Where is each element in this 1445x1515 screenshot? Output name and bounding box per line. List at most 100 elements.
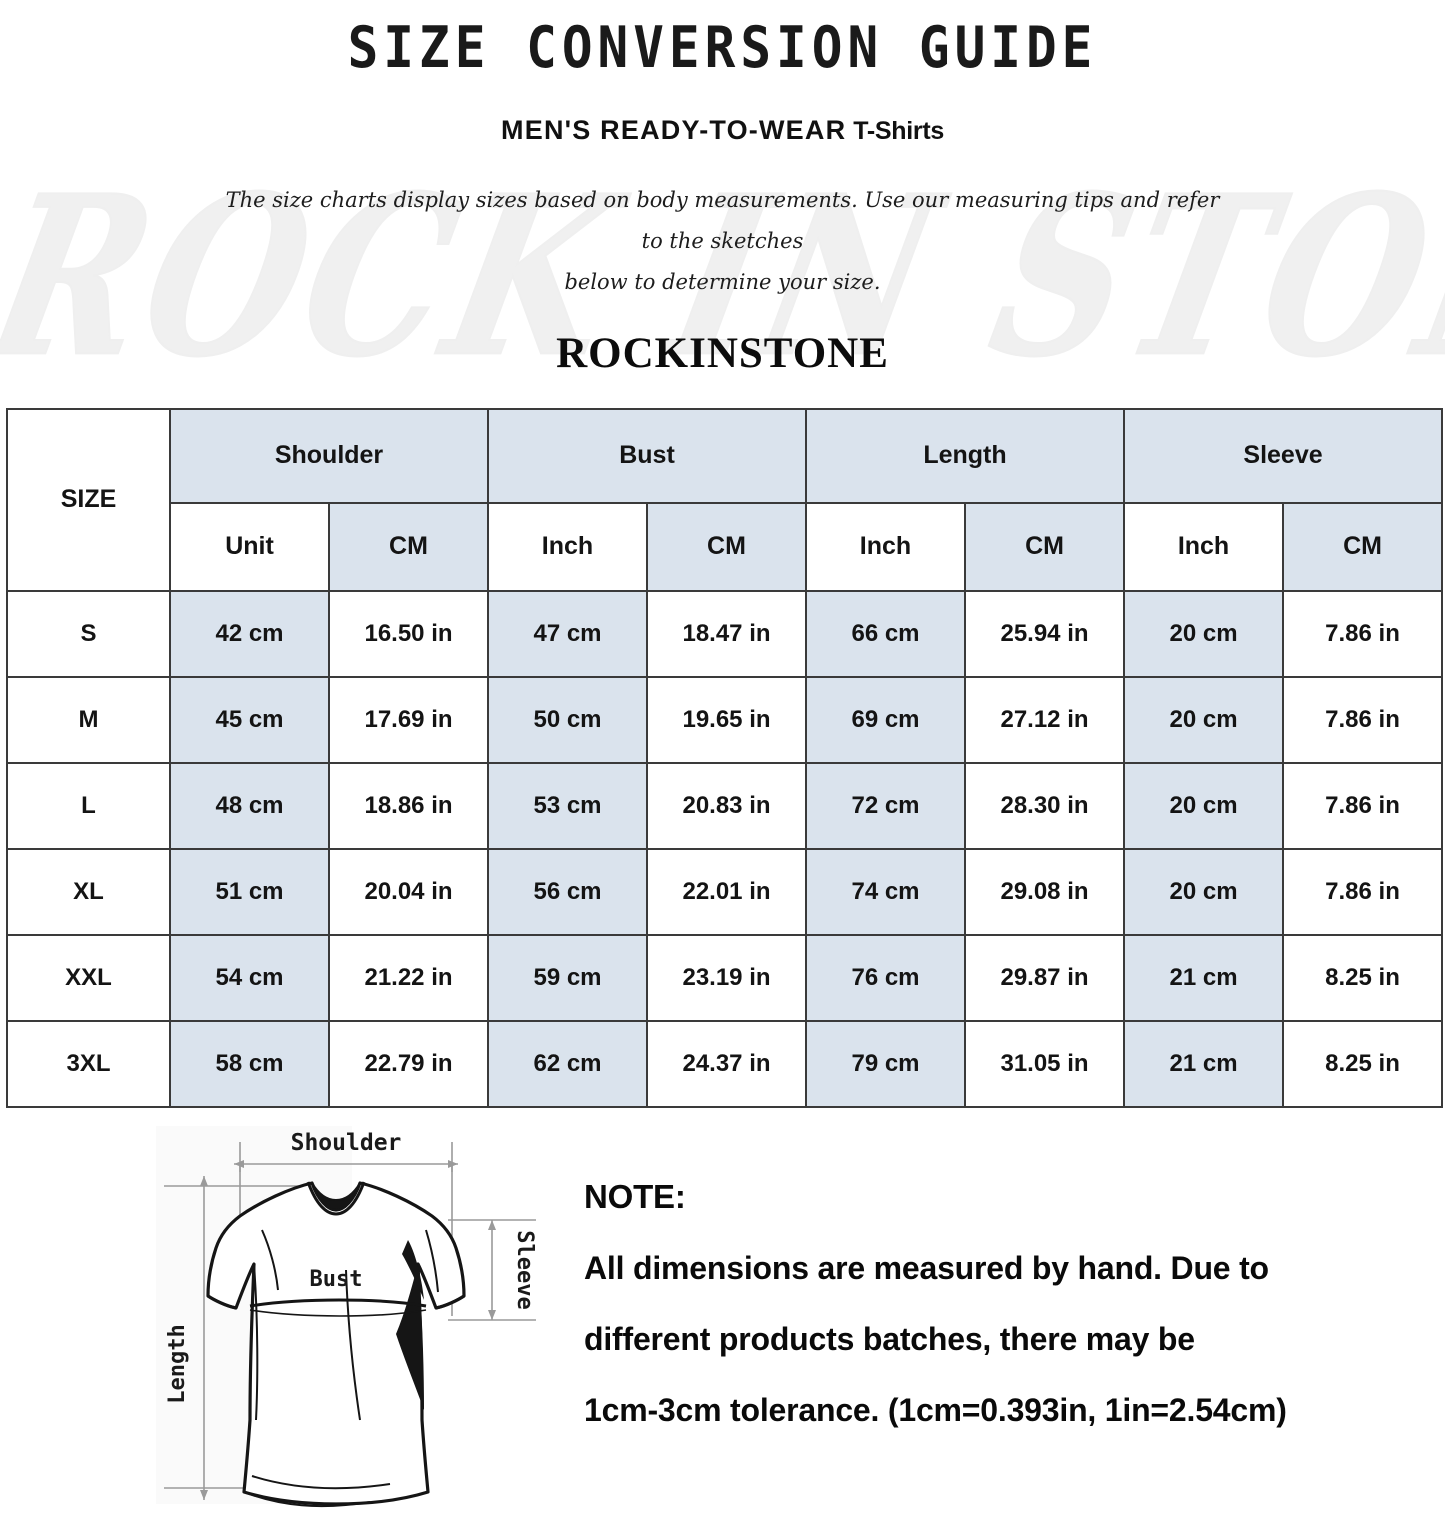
note-line-3: 1cm-3cm tolerance. (1cm=0.393in, 1in=2.5…	[584, 1391, 1287, 1428]
cell-bust-inch: 18.47 in	[646, 589, 807, 678]
cell-shoulder-cm: 42 cm	[169, 589, 330, 678]
cell-bust-inch: 22.01 in	[646, 847, 807, 936]
cell-sleeve-inch: 8.25 in	[1282, 933, 1444, 1022]
header-length-cm: CM	[963, 501, 1126, 592]
cell-size: S	[6, 589, 171, 678]
cell-shoulder-cm: 51 cm	[169, 847, 330, 936]
cell-length-inch: 29.87 in	[963, 933, 1126, 1022]
header-group-length: Length	[804, 407, 1126, 504]
cell-shoulder-inch: 22.79 in	[328, 1019, 489, 1108]
intro-line-2: below to determine your size.	[564, 269, 881, 294]
header-unit-label: Unit	[169, 501, 330, 592]
table-row: M 45 cm 17.69 in 50 cm 19.65 in 69 cm 27.12 in…	[6, 675, 1444, 764]
header-group-bust: Bust	[487, 407, 807, 504]
cell-sleeve-cm: 20 cm	[1123, 675, 1285, 764]
header-sleeve-cm: CM	[1282, 501, 1444, 592]
tshirt-measurement-diagram: Shoulder Bust Length Sleeve	[140, 1120, 560, 1515]
table-body: S 42 cm 16.50 in 47 cm 18.47 in 66 cm 25.94 in…	[6, 589, 1444, 1108]
tshirt-collar	[311, 1182, 361, 1211]
cell-size: XXL	[6, 933, 171, 1022]
header-bust-cm: CM	[646, 501, 807, 592]
cell-bust-inch: 24.37 in	[646, 1019, 807, 1108]
cell-size: L	[6, 761, 171, 850]
page-title: SIZE CONVERSION GUIDE	[347, 15, 1098, 82]
cell-shoulder-cm: 48 cm	[169, 761, 330, 850]
cell-length-inch: 31.05 in	[963, 1019, 1126, 1108]
cell-sleeve-inch: 7.86 in	[1282, 761, 1444, 850]
note-block: NOTE: All dimensions are measured by han…	[560, 1120, 1445, 1429]
note-title: NOTE:	[584, 1177, 686, 1215]
cell-shoulder-inch: 18.86 in	[328, 761, 489, 850]
cell-sleeve-inch: 7.86 in	[1282, 675, 1444, 764]
cell-length-inch: 29.08 in	[963, 847, 1126, 936]
note-line-1: All dimensions are measured by hand. Due…	[584, 1249, 1269, 1286]
cell-sleeve-cm: 21 cm	[1123, 933, 1285, 1022]
header-shoulder-inch: Inch	[487, 501, 648, 592]
cell-bust-cm: 47 cm	[487, 589, 648, 678]
note-line-2: different products batches, there may be	[584, 1320, 1195, 1357]
cell-length-cm: 74 cm	[805, 847, 966, 936]
tshirt-shading	[396, 1239, 424, 1410]
cell-length-cm: 76 cm	[805, 933, 966, 1022]
header-group-sleeve: Sleeve	[1123, 407, 1444, 504]
cell-sleeve-inch: 7.86 in	[1282, 847, 1444, 936]
tshirt-neckline	[306, 1181, 366, 1216]
cell-length-cm: 79 cm	[805, 1019, 966, 1108]
diagram-label-length: Length	[165, 1324, 190, 1403]
diagram-label-shoulder: Shoulder	[291, 1130, 402, 1156]
cell-shoulder-cm: 54 cm	[169, 933, 330, 1022]
header-length-inch: Inch	[1123, 501, 1285, 592]
cell-length-cm: 66 cm	[805, 589, 966, 678]
cell-sleeve-cm: 20 cm	[1123, 761, 1285, 850]
cell-bust-cm: 62 cm	[487, 1019, 648, 1108]
subtitle: MEN'S READY-TO-WEAR T-Shirts	[0, 115, 1445, 146]
cell-sleeve-inch: 7.86 in	[1282, 589, 1444, 678]
cell-length-cm: 72 cm	[805, 761, 966, 850]
cell-sleeve-cm: 21 cm	[1123, 1019, 1285, 1108]
cell-shoulder-cm: 45 cm	[169, 675, 330, 764]
cell-size: XL	[6, 847, 171, 936]
table-group-header-row: SIZE Shoulder Bust Length Sleeve	[6, 407, 1444, 592]
cell-shoulder-inch: 16.50 in	[328, 589, 489, 678]
cell-sleeve-cm: 20 cm	[1123, 589, 1285, 678]
cell-shoulder-inch: 20.04 in	[328, 847, 489, 936]
cell-shoulder-inch: 21.22 in	[328, 933, 489, 1022]
cell-length-inch: 28.30 in	[963, 761, 1126, 850]
header-size: SIZE	[6, 407, 171, 592]
cell-sleeve-cm: 20 cm	[1123, 847, 1285, 936]
intro-text: The size charts display sizes based on b…	[223, 180, 1223, 303]
cell-bust-inch: 19.65 in	[646, 675, 807, 764]
cell-size: 3XL	[6, 1019, 171, 1108]
cell-bust-inch: 23.19 in	[646, 933, 807, 1022]
cell-size: M	[6, 675, 171, 764]
table-unit-header-row: Unit CM Inch CM Inch CM Inch CM Inch	[7, 501, 1445, 592]
tshirt-sleeve-cuffs	[207, 1294, 465, 1310]
subtitle-main: MEN'S READY-TO-WEAR	[501, 115, 847, 145]
diagram-label-bust: Bust	[310, 1267, 363, 1292]
intro-line-1: The size charts display sizes based on b…	[225, 188, 1220, 253]
cell-bust-cm: 53 cm	[487, 761, 648, 850]
subtitle-product-type: T-Shirts	[853, 117, 944, 145]
table-row: L 48 cm 18.86 in 53 cm 20.83 in 72 cm 28.30 in…	[6, 761, 1444, 850]
table-row: XXL 54 cm 21.22 in 59 cm 23.19 in 76 cm 29.87 …	[6, 933, 1444, 1022]
header-bust-inch: Inch	[805, 501, 966, 592]
bottom-section: Shoulder Bust Length Sleeve NOTE: All di…	[0, 1120, 1445, 1515]
table-row: S 42 cm 16.50 in 47 cm 18.47 in 66 cm 25.94 in…	[6, 589, 1444, 678]
cell-shoulder-inch: 17.69 in	[328, 675, 489, 764]
cell-bust-inch: 20.83 in	[646, 761, 807, 850]
header-shoulder-cm: CM	[328, 501, 489, 592]
cell-length-inch: 25.94 in	[963, 589, 1126, 678]
diagram-label-sleeve: Sleeve	[512, 1230, 537, 1309]
table-row: 3XL 58 cm 22.79 in 62 cm 24.37 in 79 cm 31.05 …	[6, 1019, 1444, 1108]
cell-shoulder-cm: 58 cm	[169, 1019, 330, 1108]
size-chart-table: SIZE Shoulder Bust Length Sleeve Unit CM…	[6, 407, 1445, 1108]
brand-name: ROCKINSTONE	[556, 329, 889, 377]
cell-bust-cm: 59 cm	[487, 933, 648, 1022]
table-row: XL 51 cm 20.04 in 56 cm 22.01 in 74 cm 29.08 i…	[6, 847, 1444, 936]
cell-bust-cm: 56 cm	[487, 847, 648, 936]
bust-measure-line	[249, 1298, 427, 1317]
cell-bust-cm: 50 cm	[487, 675, 648, 764]
header-group-shoulder: Shoulder	[169, 407, 489, 504]
tshirt-sketch-svg: Shoulder Bust Length Sleeve	[156, 1125, 537, 1507]
